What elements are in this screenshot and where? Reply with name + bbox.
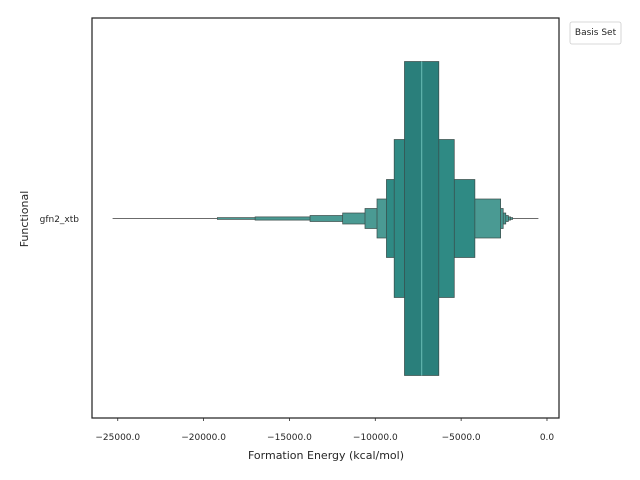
x-tick-label: 0.0 bbox=[540, 433, 555, 443]
legend-title: Basis Set bbox=[575, 28, 617, 38]
y-tick-label: gfn2_xtb bbox=[40, 215, 80, 225]
y-axis-label: Functional bbox=[18, 191, 31, 248]
x-tick-label: −10000.0 bbox=[353, 433, 398, 443]
x-tick-label: −20000.0 bbox=[181, 433, 226, 443]
legend-box bbox=[569, 21, 622, 45]
plot-frame bbox=[91, 17, 560, 419]
x-axis-label: Formation Energy (kcal/mol) bbox=[248, 449, 404, 462]
x-tick-label: −15000.0 bbox=[267, 433, 312, 443]
x-axis-ticks: −25000.0 −20000.0 −15000.0 −10000.0 −5000.0 0… bbox=[95, 418, 554, 443]
x-tick-label: −25000.0 bbox=[95, 433, 140, 443]
legend: Basis Set bbox=[569, 21, 622, 45]
x-tick-label: −5000.0 bbox=[442, 433, 481, 443]
boxen-boxes bbox=[112, 61, 539, 376]
